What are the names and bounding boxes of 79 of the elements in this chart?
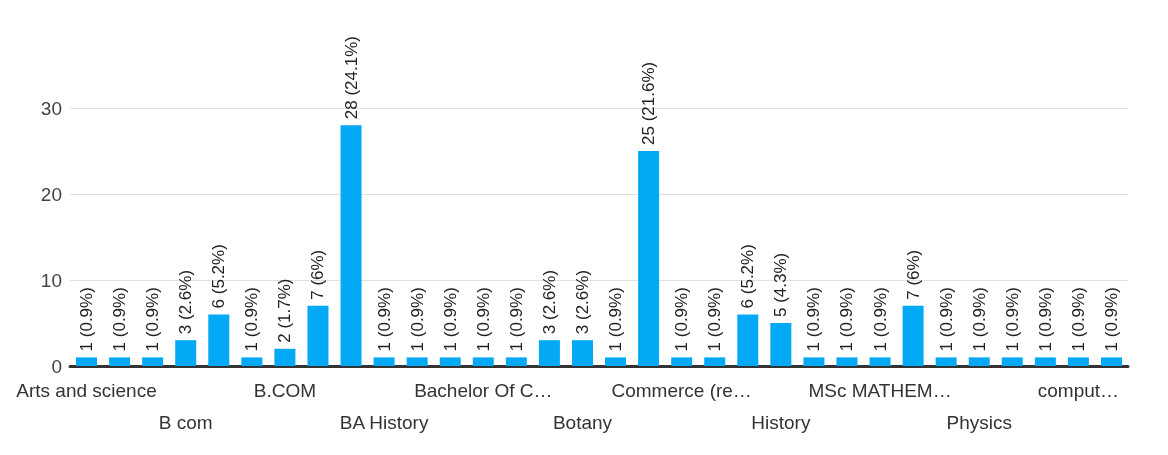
bar [175,340,197,366]
data-label: 1 (0.9%) [110,287,130,352]
data-label: 1 (0.9%) [936,287,956,352]
x-tick-label: History [751,411,811,433]
bar [76,357,98,366]
data-label: 1 (0.9%) [1002,287,1022,352]
bar [737,314,759,366]
x-tick-label: comput… [1037,379,1120,401]
x-tick-label: B.COM [253,379,317,401]
data-label: 1 (0.9%) [1068,287,1088,352]
bar [869,357,891,366]
bar [1001,357,1023,366]
bar [671,357,693,366]
y-tick-label: 10 [40,269,62,291]
data-label: 1 (0.9%) [1101,287,1121,352]
data-label: 1 (0.9%) [407,287,427,352]
x-tick-label: Botany [552,411,613,433]
bar [770,323,792,366]
x-tick-label: B com [158,411,213,433]
bar [373,357,395,366]
data-label: 7 (6%) [308,249,328,300]
bar [803,357,825,366]
bar [307,305,329,366]
data-label: 1 (0.9%) [870,287,890,352]
x-tick-label: MSc MATHEM… [808,379,952,401]
data-label: 28 (24.1%) [341,36,361,120]
data-label: 25 (21.6%) [639,61,659,145]
data-label: 1 (0.9%) [77,287,97,352]
x-tick-label: Arts and science [16,379,157,401]
bar [935,357,957,366]
bar [406,357,428,366]
bar [605,357,627,366]
bar [538,340,560,366]
bar [109,357,131,366]
x-tick-label: BA History [339,411,429,433]
data-label: 5 (4.3%) [771,252,791,317]
data-label: 1 (0.9%) [143,287,163,352]
bar [505,357,527,366]
y-tick-label: 20 [40,183,62,205]
bar [968,357,990,366]
x-tick-label: Physics [946,411,1012,433]
data-label: 1 (0.9%) [837,287,857,352]
data-label: 1 (0.9%) [506,287,526,352]
bar [1100,357,1122,366]
data-label: 3 (2.6%) [572,269,592,335]
y-tick-label: 30 [40,97,62,119]
bar [1067,357,1089,366]
bar [142,357,164,366]
data-label: 1 (0.9%) [804,287,824,352]
data-label: 3 (2.6%) [176,269,196,335]
data-label: 1 (0.9%) [440,287,460,352]
bar [472,357,494,366]
x-tick-label: Bachelor Of C… [414,379,553,401]
data-label: 1 (0.9%) [1035,287,1055,352]
y-tick-label: 0 [51,355,62,377]
data-label: 6 (5.2%) [209,244,229,309]
bar [208,314,230,366]
bar [241,357,263,366]
bar [274,348,296,366]
bar [638,151,660,366]
bar [340,125,362,366]
bar [704,357,726,366]
data-label: 2 (1.7%) [275,278,295,343]
data-label: 1 (0.9%) [473,287,493,352]
bar [1034,357,1056,366]
bar [836,357,858,366]
data-label: 1 (0.9%) [969,287,989,352]
data-label: 7 (6%) [903,249,923,300]
bar [902,305,924,366]
data-label: 6 (5.2%) [738,244,758,309]
data-label: 1 (0.9%) [705,287,725,352]
data-label: 1 (0.9%) [242,287,262,352]
data-label: 1 (0.9%) [672,287,692,352]
bar [439,357,461,366]
bar [571,340,593,366]
data-label: 3 (2.6%) [539,269,559,335]
data-label: 1 (0.9%) [606,287,626,352]
x-tick-label: Commerce (re… [611,379,752,401]
data-label: 1 (0.9%) [374,287,394,352]
